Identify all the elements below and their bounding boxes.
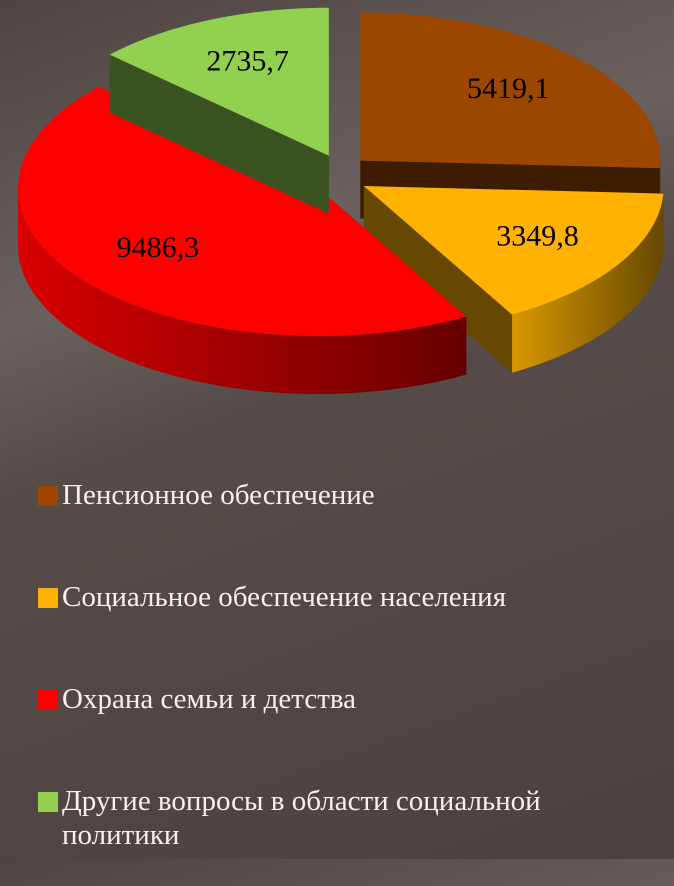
legend: Пенсионное обеспечение Социальное обеспеч… [38, 478, 668, 886]
legend-label: Пенсионное обеспечение [62, 478, 622, 512]
legend-label: Другие вопросы в области социальной поли… [62, 784, 622, 852]
legend-swatch [38, 690, 58, 710]
legend-swatch [38, 588, 58, 608]
value-label: 2735,7 [206, 44, 289, 77]
page: 5419,1 3349,8 9486,3 2735,7 Пенсионное обес… [0, 0, 674, 859]
value-label: 3349,8 [496, 220, 579, 253]
legend-item: Охрана семьи и детства [38, 682, 668, 784]
legend-item: Другие вопросы в области социальной поли… [38, 784, 668, 886]
legend-item: Пенсионное обеспечение [38, 478, 668, 580]
legend-label: Охрана семьи и детства [62, 682, 622, 716]
chart: 5419,1 3349,8 9486,3 2735,7 [0, 0, 674, 440]
value-label: 5419,1 [467, 72, 550, 105]
legend-swatch [38, 792, 58, 812]
value-label: 9486,3 [117, 231, 200, 264]
legend-swatch [38, 486, 58, 506]
legend-label: Социальное обеспечение населения [62, 580, 622, 614]
legend-item: Социальное обеспечение населения [38, 580, 668, 682]
